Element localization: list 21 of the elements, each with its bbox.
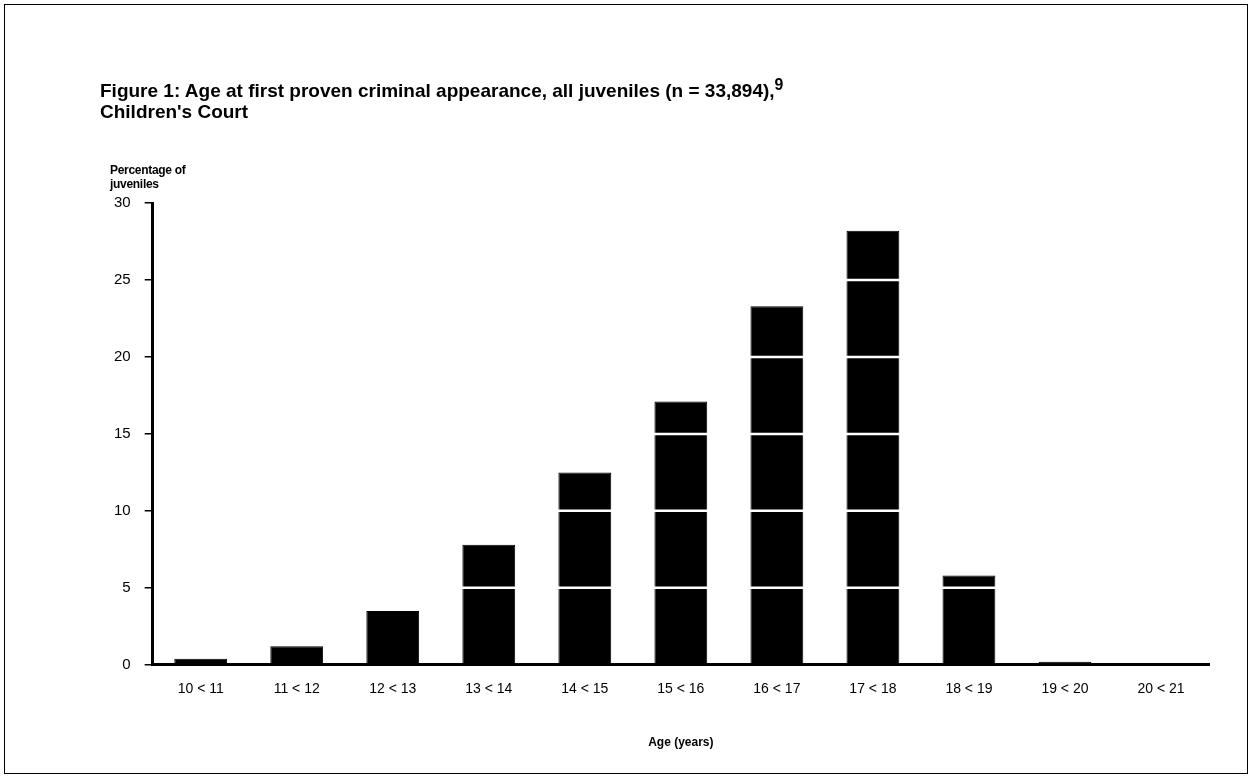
y-tick-label: 15: [114, 424, 131, 442]
x-tick-label: 20 < 21: [1137, 680, 1185, 697]
x-tick-label: 10 < 11: [177, 680, 224, 697]
x-tick-label: 13 < 14: [465, 680, 513, 697]
y-tick-label: 10: [114, 501, 131, 519]
x-axis-title: Age (years): [648, 735, 714, 750]
y-tick-label: 25: [114, 270, 131, 288]
x-tick-label: 16 < 17: [753, 680, 801, 697]
y-tick-label: 30: [114, 193, 131, 211]
y-tick-label: 0: [122, 654, 131, 672]
chart-title: Figure 1: Age at first proven criminal appearance, all juveniles (n = 33,894),$^{9}$ Children's Court: [100, 76, 784, 123]
x-tick-label: 18 < 19: [945, 680, 993, 697]
y-tick-label: 5: [122, 577, 131, 595]
y-tick-label: 20: [114, 347, 131, 365]
x-tick-label: 14 < 15: [561, 680, 609, 697]
x-tick-label: 15 < 16: [657, 680, 705, 697]
x-tick-label: 11 < 12: [273, 680, 320, 697]
x-tick-label: 12 < 13: [369, 680, 417, 697]
x-tick-label: 19 < 20: [1041, 680, 1089, 697]
y-axis-title: Percentage of juveniles: [110, 163, 187, 191]
x-tick-label: 17 < 18: [849, 680, 897, 697]
